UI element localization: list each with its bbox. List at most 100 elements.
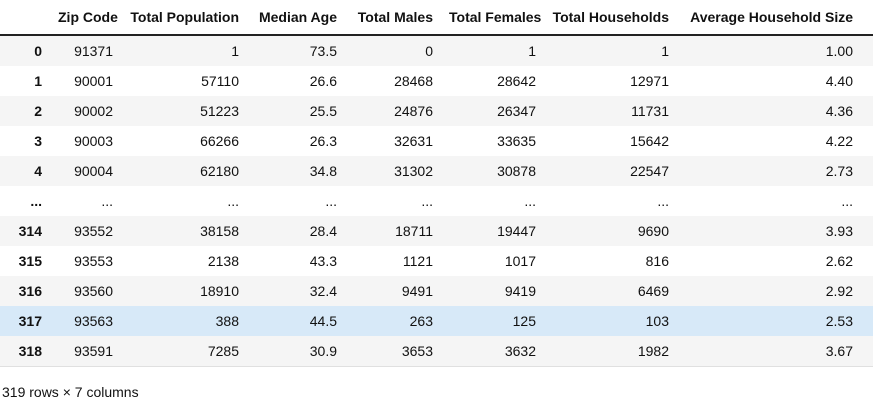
cell: 1982 (637, 343, 669, 359)
cell: ... (657, 193, 669, 209)
row-index: 318 (18, 343, 42, 359)
cell: 26.6 (309, 73, 337, 89)
cell: 93591 (74, 343, 113, 359)
cell: 22547 (630, 163, 669, 179)
cell: 32631 (394, 133, 433, 149)
cell: ... (101, 193, 113, 209)
cell: 25.5 (309, 103, 337, 119)
cell: 11731 (631, 103, 669, 119)
cell: 28642 (497, 73, 536, 89)
cell: 90001 (74, 73, 113, 89)
row-index: 0 (34, 43, 42, 59)
cell: 9419 (504, 283, 536, 299)
cell: 57110 (201, 73, 239, 89)
table-row: 316 93560 18910 32.4 9491 9419 6469 2.92 (0, 276, 873, 306)
row-index: 4 (34, 163, 42, 179)
cell: 30.9 (309, 343, 337, 359)
cell: 34.8 (309, 163, 337, 179)
cell: 44.5 (309, 313, 337, 329)
cell: ... (841, 193, 853, 209)
row-index: 316 (18, 283, 42, 299)
column-header-zip-code: Zip Code (50, 0, 121, 36)
cell: 31302 (394, 163, 433, 179)
table-row: 4 90004 62180 34.8 31302 30878 22547 2.7… (0, 156, 873, 186)
cell: 7285 (207, 343, 239, 359)
cell: 26.3 (309, 133, 337, 149)
cell: 93552 (74, 223, 113, 239)
cell: 32.4 (309, 283, 337, 299)
cell: ... (421, 193, 433, 209)
cell: 4.22 (825, 133, 853, 149)
table-row: 2 90002 51223 25.5 24876 26347 11731 4.3… (0, 96, 873, 126)
cell: 4.36 (825, 103, 853, 119)
column-header-total-females: Total Females (441, 0, 544, 36)
dataframe-table: Zip Code Total Population Median Age Tot… (0, 0, 873, 367)
cell: 1 (231, 43, 239, 59)
column-header-total-males: Total Males (345, 0, 441, 36)
row-index: 314 (18, 223, 42, 239)
cell: 1 (661, 43, 669, 59)
cell: 93553 (74, 253, 113, 269)
cell: 125 (512, 313, 536, 329)
column-header-average-household-size: Average Household Size (677, 0, 873, 36)
column-header-total-population: Total Population (121, 0, 247, 36)
cell: 9491 (401, 283, 433, 299)
row-index: 3 (34, 133, 42, 149)
table-row: 318 93591 7285 30.9 3653 3632 1982 3.67 (0, 336, 873, 367)
row-index: ... (30, 193, 42, 209)
cell: 816 (645, 253, 669, 269)
cell: 12971 (630, 73, 669, 89)
cell: 91371 (74, 43, 113, 59)
cell: 2.73 (825, 163, 853, 179)
cell: 30878 (497, 163, 536, 179)
cell: 9690 (637, 223, 669, 239)
cell: 28.4 (309, 223, 337, 239)
cell: ... (524, 193, 536, 209)
table-row: 314 93552 38158 28.4 18711 19447 9690 3.… (0, 216, 873, 246)
cell: 2.62 (825, 253, 853, 269)
cell: 43.3 (309, 253, 337, 269)
row-index: 317 (18, 313, 42, 329)
cell: ... (325, 193, 337, 209)
cell: 93560 (74, 283, 113, 299)
table-row: 0 91371 1 73.5 0 1 1 1.00 (0, 35, 873, 66)
cell: 4.40 (825, 73, 853, 89)
cell: 66266 (200, 133, 239, 149)
table-row: 1 90001 57110 26.6 28468 28642 12971 4.4… (0, 66, 873, 96)
column-header-median-age: Median Age (247, 0, 345, 36)
cell: 90003 (74, 133, 113, 149)
cell: 388 (215, 313, 239, 329)
cell: 73.5 (309, 43, 337, 59)
table-row-highlighted: 317 93563 388 44.5 263 125 103 2.53 (0, 306, 873, 336)
cell: 1 (528, 43, 536, 59)
table-row: 3 90003 66266 26.3 32631 33635 15642 4.2… (0, 126, 873, 156)
cell: 18711 (395, 223, 433, 239)
cell: 1.00 (825, 43, 853, 59)
cell: 19447 (497, 223, 536, 239)
cell: 6469 (637, 283, 669, 299)
header-row: Zip Code Total Population Median Age Tot… (0, 0, 873, 36)
cell: 51223 (200, 103, 239, 119)
cell: 3632 (504, 343, 536, 359)
cell: 103 (645, 313, 669, 329)
cell: ... (227, 193, 239, 209)
ellipsis-row: ... ... ... ... ... ... ... ... (0, 186, 873, 216)
cell: 15642 (630, 133, 669, 149)
cell: 263 (409, 313, 433, 329)
cell: 18910 (200, 283, 239, 299)
cell: 90002 (74, 103, 113, 119)
cell: 1017 (504, 253, 536, 269)
cell: 38158 (200, 223, 239, 239)
cell: 62180 (200, 163, 239, 179)
column-header-total-households: Total Households (544, 0, 677, 36)
cell: 2.53 (825, 313, 853, 329)
cell: 2138 (207, 253, 239, 269)
cell: 24876 (394, 103, 433, 119)
cell: 3653 (401, 343, 433, 359)
cell: 28468 (394, 73, 433, 89)
cell: 90004 (74, 163, 113, 179)
cell: 3.93 (825, 223, 853, 239)
table-row: 315 93553 2138 43.3 1121 1017 816 2.62 (0, 246, 873, 276)
cell: 3.67 (825, 343, 853, 359)
